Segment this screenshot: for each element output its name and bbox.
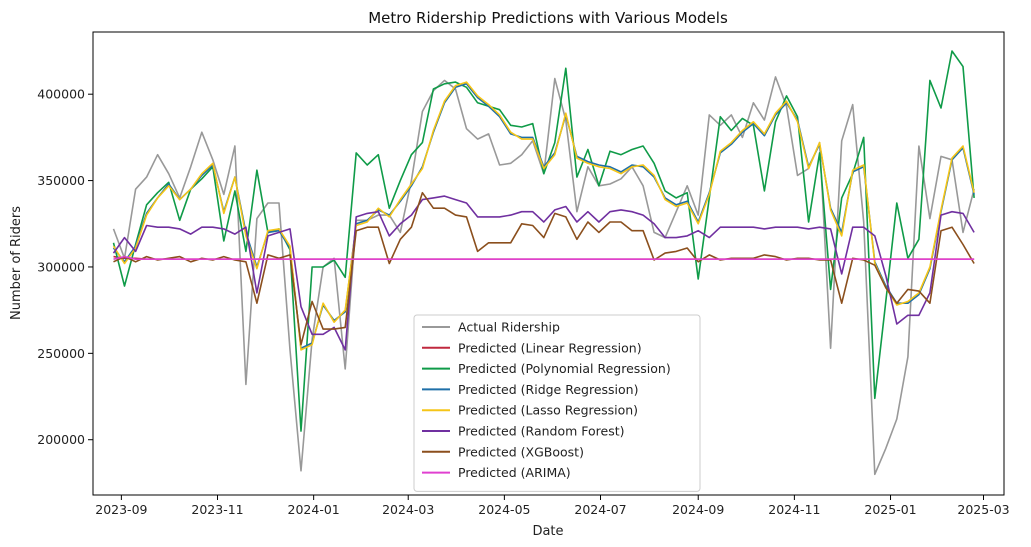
legend-label: Predicted (XGBoost)	[458, 444, 584, 459]
x-tick-label: 2024-05	[478, 502, 530, 517]
series-line-predicted-lasso-regression	[112, 81, 975, 351]
series-layer	[112, 50, 975, 476]
x-tick-label: 2024-03	[382, 502, 434, 517]
legend-label: Predicted (Ridge Regression)	[458, 382, 638, 397]
x-tick-label: 2024-07	[574, 502, 626, 517]
legend-item-predicted-linear-regression: Predicted (Linear Regression)	[422, 340, 642, 355]
legend-item-predicted-arima: Predicted (ARIMA)	[422, 465, 571, 480]
x-tick-label: 2025-03	[957, 502, 1009, 517]
legend-label: Predicted (ARIMA)	[458, 465, 571, 480]
y-tick-label: 350000	[37, 173, 85, 188]
x-tick-label: 2023-09	[95, 502, 147, 517]
y-tick-label: 250000	[37, 346, 85, 361]
y-axis: 200000 250000 300000 350000 400000	[37, 87, 93, 447]
legend-item-predicted-random-forest: Predicted (Random Forest)	[422, 424, 625, 439]
x-tick-label: 2024-11	[768, 502, 820, 517]
legend-box	[413, 314, 701, 492]
legend: Actual Ridership Predicted (Linear Regres…	[413, 314, 701, 492]
legend-item-predicted-polynomial-regression: Predicted (Polynomial Regression)	[422, 361, 671, 376]
legend-label: Predicted (Polynomial Regression)	[458, 361, 671, 376]
y-axis-label: Number of Riders	[9, 206, 24, 320]
plot-frame	[92, 31, 1005, 496]
x-tick-label: 2023-11	[191, 502, 243, 517]
y-tick-label: 400000	[37, 87, 85, 102]
legend-item-actual-ridership: Actual Ridership	[422, 320, 560, 335]
x-tick-label: 2025-01	[864, 502, 916, 517]
legend-label: Predicted (Random Forest)	[458, 424, 625, 439]
y-tick-label: 200000	[37, 432, 85, 447]
legend-label: Predicted (Lasso Regression)	[458, 403, 638, 418]
legend-item-predicted-lasso-regression: Predicted (Lasso Regression)	[422, 403, 638, 418]
x-axis: 2023-09 2023-11 2024-01 2024-03 2024-05 2024-…	[95, 495, 1010, 517]
legend-item-predicted-xgboost: Predicted (XGBoost)	[422, 444, 584, 459]
x-axis-label: Date	[532, 524, 563, 539]
y-tick-label: 300000	[37, 259, 85, 274]
series-line-predicted-random-forest	[112, 195, 975, 351]
chart-title: Metro Ridership Predictions with Various…	[368, 9, 728, 27]
legend-label: Predicted (Linear Regression)	[458, 340, 642, 355]
legend-item-predicted-ridge-regression: Predicted (Ridge Regression)	[422, 382, 638, 397]
series-line-predicted-arima	[113, 255, 975, 261]
x-tick-label: 2024-01	[288, 502, 340, 517]
x-tick-label: 2024-09	[672, 502, 724, 517]
legend-label: Actual Ridership	[458, 320, 560, 335]
series-line-predicted-polynomial-regression	[112, 50, 975, 432]
